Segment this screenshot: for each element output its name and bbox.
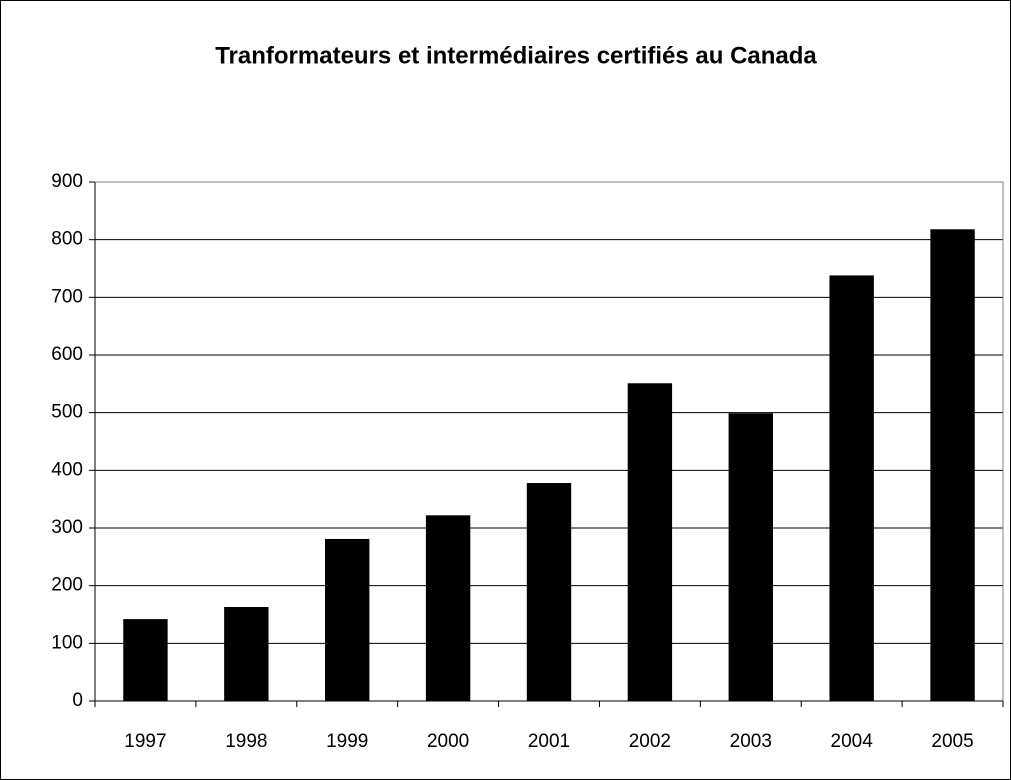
bar (627, 383, 673, 701)
x-tick-label: 2000 (427, 731, 469, 752)
bar (224, 607, 269, 701)
y-tick-label: 600 (51, 344, 83, 365)
bar (123, 619, 168, 701)
y-tick-label: 900 (51, 171, 83, 192)
y-tick-label: 0 (72, 690, 83, 711)
x-tick-label: 2004 (831, 731, 874, 752)
bar (728, 413, 773, 701)
chart-title: Tranformateurs et intermédiaires certifi… (215, 42, 817, 69)
y-tick-label: 800 (51, 229, 83, 250)
x-tick-label: 2001 (528, 731, 570, 752)
bar (930, 229, 975, 701)
x-tick-label: 2005 (931, 731, 973, 752)
y-tick-label: 100 (51, 632, 83, 653)
bar (829, 275, 874, 701)
x-tick-label: 1998 (225, 731, 267, 752)
bar (325, 538, 370, 701)
y-tick-label: 400 (51, 459, 83, 480)
x-tick-label: 1999 (326, 731, 368, 752)
bar (526, 483, 572, 701)
bar (425, 515, 471, 701)
y-tick-label: 300 (51, 517, 83, 538)
x-tick-label: 1997 (124, 731, 166, 752)
y-tick-label: 700 (51, 286, 83, 307)
y-tick-label: 200 (51, 575, 83, 596)
x-tick-label: 2003 (730, 731, 772, 752)
x-tick-label: 2002 (629, 731, 671, 752)
y-tick-label: 500 (51, 402, 83, 423)
